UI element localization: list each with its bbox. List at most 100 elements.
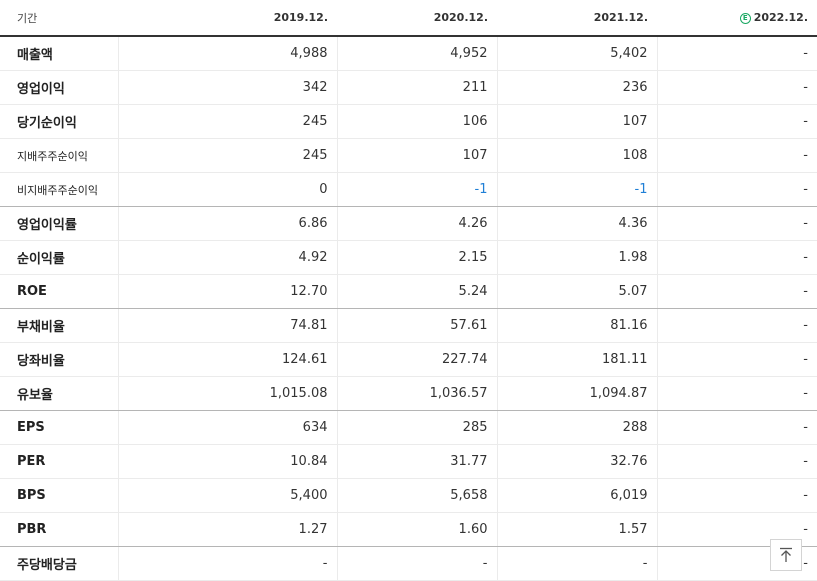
value-cell: 5,658 [336, 478, 497, 513]
value-cell: - [656, 138, 817, 173]
row-label: 영업이익률 [0, 206, 118, 241]
value-cell: 6.86 [117, 206, 337, 241]
value-cell: -1 [496, 172, 657, 207]
value-cell: 108 [496, 138, 657, 173]
value-cell: 1,036.57 [336, 376, 497, 411]
value-cell: 124.61 [117, 342, 337, 377]
value-cell: - [656, 444, 817, 479]
value-cell: - [656, 172, 817, 207]
table-row: 비지배주주순이익 0 -1 -1- [0, 172, 817, 207]
row-label: EPS [0, 410, 118, 445]
value-cell: - [656, 36, 817, 71]
value-cell: 4.36 [496, 206, 657, 241]
table-row: EPS 634 285 288- [0, 410, 817, 445]
table-body: 매출액 4,988 4,952 5,402- 영업이익 342 211 236- 당기순이익 24… [0, 36, 817, 581]
value-cell: 1.98 [496, 240, 657, 275]
table-row: 주당배당금 - - - - [0, 546, 817, 581]
value-cell: 4.92 [117, 240, 337, 275]
value-cell: - [656, 376, 817, 411]
value-cell: - [656, 240, 817, 275]
value-cell: 211 [336, 70, 497, 105]
value-cell: 107 [496, 104, 657, 139]
value-cell: 5.07 [496, 274, 657, 309]
value-cell: 1.57 [496, 512, 657, 547]
table-row: 당좌비율 124.61 227.74 181.11- [0, 342, 817, 377]
value-cell: 227.74 [336, 342, 497, 377]
table-header-row: 기간 2019.12. 2020.12. 2021.12. E 2022.12. [0, 0, 817, 37]
value-cell: 32.76 [496, 444, 657, 479]
value-cell: 1.27 [117, 512, 337, 547]
value-cell: 5,402 [496, 36, 657, 71]
value-cell: - [656, 308, 817, 343]
period-header-2020: 2020.12. [337, 0, 497, 37]
period-header-label: 기간 [0, 0, 118, 37]
row-label: 지배주주순이익 [0, 138, 118, 173]
value-cell: 1,015.08 [117, 376, 337, 411]
table-row: 당기순이익 245 106 107- [0, 104, 817, 139]
value-cell: 81.16 [496, 308, 657, 343]
value-cell: 181.11 [496, 342, 657, 377]
value-cell: 5,400 [117, 478, 337, 513]
row-label: 매출액 [0, 36, 118, 71]
value-cell: 285 [336, 410, 497, 445]
value-cell: 245 [117, 104, 337, 139]
value-cell: - [656, 206, 817, 241]
table-row: BPS 5,400 5,658 6,019- [0, 478, 817, 513]
value-cell: 245 [117, 138, 337, 173]
value-cell: 57.61 [336, 308, 497, 343]
row-label: 유보율 [0, 376, 118, 411]
value-cell: 342 [117, 70, 337, 105]
table-row: 부채비율 74.81 57.61 81.16- [0, 308, 817, 343]
table-row: ROE 12.70 5.24 5.07- [0, 274, 817, 309]
value-cell: - [656, 70, 817, 105]
row-label: 순이익률 [0, 240, 118, 275]
value-cell: 12.70 [117, 274, 337, 309]
row-label: ROE [0, 274, 118, 309]
value-cell: -1 [336, 172, 497, 207]
value-cell: 0 [117, 172, 337, 207]
value-cell: 6,019 [496, 478, 657, 513]
arrow-up-to-top-icon [780, 547, 792, 562]
table-row: 영업이익 342 211 236- [0, 70, 817, 105]
row-label: PBR [0, 512, 118, 547]
value-cell: 74.81 [117, 308, 337, 343]
row-label: 당좌비율 [0, 342, 118, 377]
table-row: PBR 1.27 1.60 1.57- [0, 512, 817, 547]
value-cell: 107 [336, 138, 497, 173]
value-cell: 31.77 [336, 444, 497, 479]
value-cell: 4.26 [336, 206, 497, 241]
estimate-badge-icon: E [739, 13, 751, 24]
value-cell: 634 [117, 410, 337, 445]
value-cell: 106 [336, 104, 497, 139]
value-cell: - [117, 546, 337, 581]
row-label: 주당배당금 [0, 546, 118, 581]
row-label: PER [0, 444, 118, 479]
value-cell: 236 [496, 70, 657, 105]
value-cell: 2.15 [336, 240, 497, 275]
value-cell: 1,094.87 [496, 376, 657, 411]
table-row: 지배주주순이익 245 107 108- [0, 138, 817, 173]
value-cell: 1.60 [336, 512, 497, 547]
value-cell: - [656, 104, 817, 139]
value-cell: - [496, 546, 657, 581]
value-cell: - [656, 478, 817, 513]
value-cell: - [656, 410, 817, 445]
row-label: 당기순이익 [0, 104, 118, 139]
value-cell: 4,952 [336, 36, 497, 71]
value-cell: - [656, 342, 817, 377]
row-label: 영업이익 [0, 70, 118, 105]
period-header-2021: 2021.12. [497, 0, 657, 37]
row-label: 부채비율 [0, 308, 118, 343]
period-header-2019: 2019.12. [118, 0, 337, 37]
table-row: 영업이익률 6.86 4.26 4.36- [0, 206, 817, 241]
value-cell: 5.24 [336, 274, 497, 309]
scroll-to-top-button[interactable] [770, 539, 802, 571]
value-cell: 288 [496, 410, 657, 445]
table-row: 유보율 1,015.08 1,036.57 1,094.87- [0, 376, 817, 411]
value-cell: 4,988 [117, 36, 337, 71]
value-cell: - [336, 546, 497, 581]
value-cell: - [656, 274, 817, 309]
row-label: 비지배주주순이익 [0, 172, 118, 207]
period-header-2022: E 2022.12. [657, 0, 817, 37]
